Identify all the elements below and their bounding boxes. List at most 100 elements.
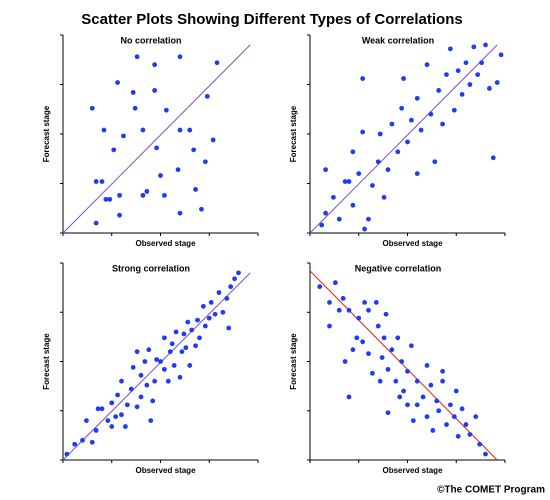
point	[451, 414, 457, 420]
point	[418, 127, 424, 133]
point	[467, 82, 473, 87]
point	[111, 147, 117, 153]
point	[109, 424, 115, 429]
panel-title: Strong correlation	[112, 263, 190, 273]
point	[414, 378, 420, 384]
point	[113, 414, 119, 420]
point	[89, 105, 95, 111]
point	[201, 303, 206, 309]
point	[119, 412, 124, 418]
point	[89, 439, 95, 445]
point	[154, 357, 160, 362]
fit-line	[62, 44, 251, 234]
point	[332, 280, 338, 286]
point	[414, 95, 420, 101]
point	[360, 129, 366, 135]
point	[177, 54, 183, 60]
point	[405, 368, 410, 374]
point	[483, 451, 488, 457]
point	[350, 347, 356, 353]
point	[428, 111, 434, 117]
point	[414, 171, 420, 177]
point	[193, 343, 199, 349]
point	[130, 365, 136, 370]
point	[142, 359, 148, 364]
point	[224, 296, 230, 301]
point	[144, 189, 150, 194]
point	[158, 359, 163, 364]
point	[451, 107, 457, 113]
point	[356, 315, 362, 321]
point	[162, 335, 167, 341]
point	[80, 437, 85, 443]
point	[366, 307, 371, 313]
x-axis-label: Observed stage	[135, 466, 196, 475]
point	[107, 196, 113, 202]
point	[393, 378, 399, 384]
point	[117, 192, 122, 198]
point	[152, 378, 158, 384]
point	[128, 386, 134, 392]
panel-title: Negative correlation	[355, 263, 442, 273]
point	[99, 179, 105, 184]
x-axis-label: Observed stage	[382, 466, 443, 475]
point	[397, 394, 403, 400]
point	[130, 90, 136, 95]
point	[214, 60, 220, 66]
point	[187, 363, 193, 368]
panel-title: No correlation	[120, 35, 181, 45]
point	[490, 155, 496, 161]
point	[385, 366, 391, 372]
point	[362, 226, 367, 232]
point	[236, 270, 241, 276]
point	[119, 378, 124, 384]
point	[370, 183, 375, 188]
point	[177, 127, 183, 133]
point	[420, 394, 426, 400]
point	[375, 323, 381, 329]
point	[354, 335, 360, 341]
point	[430, 428, 436, 433]
point	[428, 382, 434, 388]
point	[424, 363, 430, 368]
point	[152, 88, 158, 93]
point	[115, 80, 120, 85]
point	[455, 68, 461, 74]
point	[220, 309, 226, 315]
point	[173, 329, 179, 335]
point	[177, 374, 183, 380]
point	[140, 127, 146, 133]
point	[409, 117, 414, 123]
point	[195, 317, 200, 323]
point	[477, 441, 483, 447]
point	[375, 159, 381, 165]
point	[208, 300, 214, 305]
point	[134, 404, 140, 410]
point	[409, 343, 414, 349]
point	[436, 88, 442, 93]
point	[212, 311, 218, 317]
point	[448, 402, 453, 408]
point	[401, 388, 406, 394]
point	[346, 307, 352, 313]
point	[342, 179, 348, 184]
fit-line	[62, 272, 251, 461]
point	[444, 422, 449, 427]
point	[479, 60, 484, 66]
point	[424, 414, 430, 420]
point	[463, 60, 469, 66]
point	[162, 192, 167, 198]
point	[414, 402, 420, 408]
point	[103, 196, 109, 202]
point	[473, 414, 479, 420]
point	[459, 406, 465, 412]
point	[377, 131, 383, 137]
point	[395, 149, 401, 155]
point	[342, 359, 348, 364]
point	[150, 398, 156, 404]
point	[216, 290, 222, 295]
point	[189, 327, 195, 333]
point	[317, 284, 323, 290]
point	[405, 139, 410, 145]
point	[323, 167, 328, 173]
